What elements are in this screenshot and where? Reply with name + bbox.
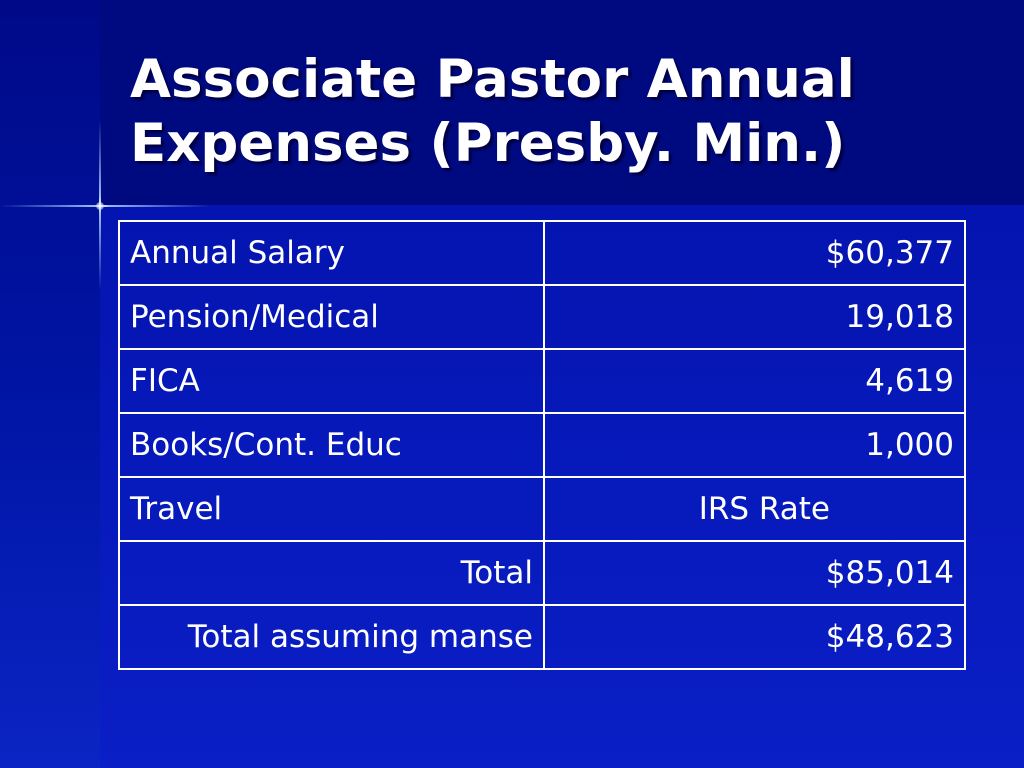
expense-label: FICA <box>118 348 545 414</box>
left-background-band <box>0 0 100 768</box>
table-row-total: Total $85,014 <box>118 540 966 606</box>
slide-title-line-1: Associate Pastor Annual <box>130 49 855 110</box>
expense-value: IRS Rate <box>543 476 966 542</box>
table-row-total-manse: Total assuming manse $48,623 <box>118 604 966 670</box>
slide-title: Associate Pastor Annual Expenses (Presby… <box>130 48 990 176</box>
total-value: $85,014 <box>543 540 966 606</box>
expense-value: $60,377 <box>543 220 966 286</box>
expense-value: 4,619 <box>543 348 966 414</box>
title-background-band <box>100 0 1024 205</box>
expense-label: Travel <box>118 476 545 542</box>
table-row: Books/Cont. Educ 1,000 <box>118 412 966 478</box>
table-row: Annual Salary $60,377 <box>118 220 966 286</box>
table-row: FICA 4,619 <box>118 348 966 414</box>
expense-label: Pension/Medical <box>118 284 545 350</box>
total-label: Total <box>118 540 545 606</box>
table-row: Travel IRS Rate <box>118 476 966 542</box>
table-row: Pension/Medical 19,018 <box>118 284 966 350</box>
total-manse-value: $48,623 <box>543 604 966 670</box>
expense-value: 19,018 <box>543 284 966 350</box>
total-manse-label: Total assuming manse <box>118 604 545 670</box>
sparkle-horizontal-ray <box>0 205 210 207</box>
expense-label: Books/Cont. Educ <box>118 412 545 478</box>
expense-label: Annual Salary <box>118 220 545 286</box>
expenses-table: Annual Salary $60,377 Pension/Medical 19… <box>118 220 966 670</box>
expense-value: 1,000 <box>543 412 966 478</box>
slide-title-line-2: Expenses (Presby. Min.) <box>130 113 846 174</box>
sparkle-icon <box>96 202 104 210</box>
